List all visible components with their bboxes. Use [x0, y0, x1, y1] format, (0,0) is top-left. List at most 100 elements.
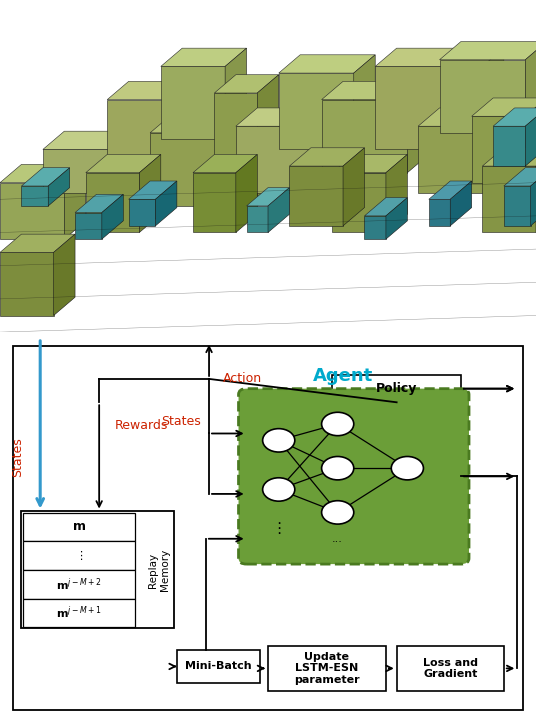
Polygon shape — [0, 234, 75, 253]
Polygon shape — [289, 148, 364, 166]
Bar — [23, 513, 135, 542]
Polygon shape — [0, 183, 64, 239]
Polygon shape — [193, 173, 236, 232]
Polygon shape — [247, 188, 289, 206]
Polygon shape — [279, 73, 354, 149]
Polygon shape — [236, 108, 354, 126]
Polygon shape — [139, 155, 161, 232]
Polygon shape — [332, 155, 407, 173]
Polygon shape — [525, 98, 536, 183]
Polygon shape — [107, 82, 204, 100]
Text: Rewards: Rewards — [115, 419, 169, 432]
Polygon shape — [150, 133, 257, 206]
Polygon shape — [525, 41, 536, 133]
Polygon shape — [482, 148, 536, 166]
Bar — [21, 511, 174, 628]
Polygon shape — [225, 48, 247, 139]
Polygon shape — [107, 100, 182, 166]
Polygon shape — [0, 165, 86, 183]
Text: Update
LSTM-ESN
parameter: Update LSTM-ESN parameter — [294, 652, 360, 685]
Polygon shape — [322, 82, 429, 100]
Bar — [23, 542, 135, 570]
Polygon shape — [279, 55, 375, 73]
Polygon shape — [493, 126, 525, 166]
Polygon shape — [193, 155, 257, 173]
Polygon shape — [102, 194, 123, 239]
Text: $\mathbf{m}^{j-M+1}$: $\mathbf{m}^{j-M+1}$ — [56, 604, 102, 621]
Bar — [397, 646, 504, 691]
Polygon shape — [21, 168, 70, 186]
Polygon shape — [236, 126, 332, 193]
Polygon shape — [364, 198, 407, 216]
Text: States: States — [161, 414, 200, 427]
Polygon shape — [139, 131, 161, 193]
Polygon shape — [86, 155, 161, 173]
Text: $\vdots$: $\vdots$ — [75, 549, 83, 562]
Polygon shape — [332, 173, 386, 232]
Bar — [177, 650, 260, 683]
Polygon shape — [182, 82, 204, 166]
Circle shape — [322, 500, 354, 524]
Polygon shape — [504, 168, 536, 186]
Polygon shape — [86, 173, 139, 232]
Polygon shape — [129, 181, 177, 199]
Polygon shape — [472, 98, 536, 116]
Polygon shape — [64, 165, 86, 239]
Polygon shape — [440, 41, 536, 60]
Circle shape — [322, 412, 354, 435]
Polygon shape — [407, 82, 429, 173]
Polygon shape — [247, 206, 268, 232]
Polygon shape — [322, 100, 407, 173]
Polygon shape — [386, 198, 407, 239]
Polygon shape — [214, 74, 279, 93]
Polygon shape — [332, 108, 354, 193]
Polygon shape — [375, 48, 504, 66]
Polygon shape — [75, 212, 102, 239]
Polygon shape — [418, 108, 515, 126]
Text: Policy: Policy — [376, 382, 418, 395]
Polygon shape — [257, 74, 279, 160]
Text: Agent: Agent — [313, 367, 373, 385]
Polygon shape — [129, 199, 155, 226]
Polygon shape — [472, 116, 525, 183]
Polygon shape — [257, 115, 279, 206]
Bar — [23, 570, 135, 599]
Polygon shape — [354, 55, 375, 149]
Text: Action: Action — [222, 372, 262, 385]
Polygon shape — [214, 93, 257, 160]
Bar — [332, 375, 461, 402]
Polygon shape — [364, 216, 386, 239]
Circle shape — [322, 456, 354, 480]
Polygon shape — [43, 131, 161, 149]
Polygon shape — [236, 155, 257, 232]
Text: ⋮: ⋮ — [271, 521, 286, 536]
Text: Mini-Batch: Mini-Batch — [185, 661, 252, 671]
Circle shape — [263, 478, 295, 501]
Polygon shape — [48, 168, 70, 206]
Polygon shape — [504, 186, 531, 226]
Polygon shape — [43, 149, 139, 193]
Polygon shape — [429, 199, 450, 226]
Circle shape — [263, 429, 295, 452]
Polygon shape — [493, 108, 536, 126]
Bar — [268, 646, 386, 691]
Polygon shape — [482, 48, 504, 149]
Polygon shape — [75, 194, 123, 212]
Polygon shape — [343, 148, 364, 226]
Polygon shape — [161, 48, 247, 66]
Polygon shape — [375, 66, 482, 149]
Text: Replay
Memory: Replay Memory — [148, 549, 170, 591]
Polygon shape — [268, 188, 289, 232]
Text: Loss and
Gradient: Loss and Gradient — [423, 658, 478, 679]
Polygon shape — [21, 186, 48, 206]
Polygon shape — [493, 108, 515, 193]
Polygon shape — [0, 253, 54, 316]
Polygon shape — [482, 166, 536, 232]
Bar — [23, 599, 135, 627]
Text: States: States — [11, 437, 24, 477]
Polygon shape — [429, 181, 472, 199]
Polygon shape — [54, 234, 75, 316]
Polygon shape — [155, 181, 177, 226]
Polygon shape — [450, 181, 472, 226]
Polygon shape — [386, 155, 407, 232]
